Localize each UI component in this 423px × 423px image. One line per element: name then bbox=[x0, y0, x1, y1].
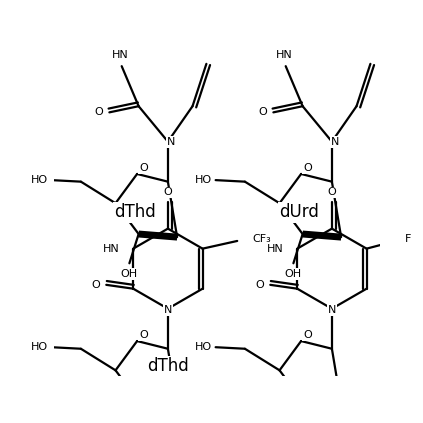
Text: HO: HO bbox=[195, 175, 212, 185]
Text: dUrd: dUrd bbox=[279, 203, 319, 222]
Text: O: O bbox=[255, 280, 264, 290]
Text: CF₃: CF₃ bbox=[253, 234, 272, 244]
Text: O: O bbox=[139, 163, 148, 173]
Text: O: O bbox=[94, 107, 103, 117]
Text: N: N bbox=[167, 137, 175, 147]
Text: O: O bbox=[91, 280, 100, 290]
Text: HN: HN bbox=[266, 244, 283, 254]
Text: N: N bbox=[331, 137, 339, 147]
Text: OH: OH bbox=[121, 269, 138, 279]
Text: dThd: dThd bbox=[147, 357, 189, 376]
Text: HN: HN bbox=[103, 244, 119, 254]
Text: N: N bbox=[328, 305, 336, 315]
Text: O: O bbox=[327, 187, 336, 198]
Text: O: O bbox=[303, 163, 312, 173]
Text: O: O bbox=[139, 330, 148, 340]
Text: HO: HO bbox=[31, 175, 48, 185]
Text: HO: HO bbox=[31, 342, 48, 352]
Text: OH: OH bbox=[285, 269, 302, 279]
Text: HO: HO bbox=[195, 342, 212, 352]
Text: N: N bbox=[164, 305, 172, 315]
Text: HN: HN bbox=[276, 49, 293, 60]
Text: O: O bbox=[164, 187, 172, 198]
Text: HN: HN bbox=[112, 49, 129, 60]
Text: O: O bbox=[258, 107, 267, 117]
Text: dThd: dThd bbox=[114, 203, 156, 222]
Text: O: O bbox=[303, 330, 312, 340]
Text: F: F bbox=[405, 234, 412, 244]
